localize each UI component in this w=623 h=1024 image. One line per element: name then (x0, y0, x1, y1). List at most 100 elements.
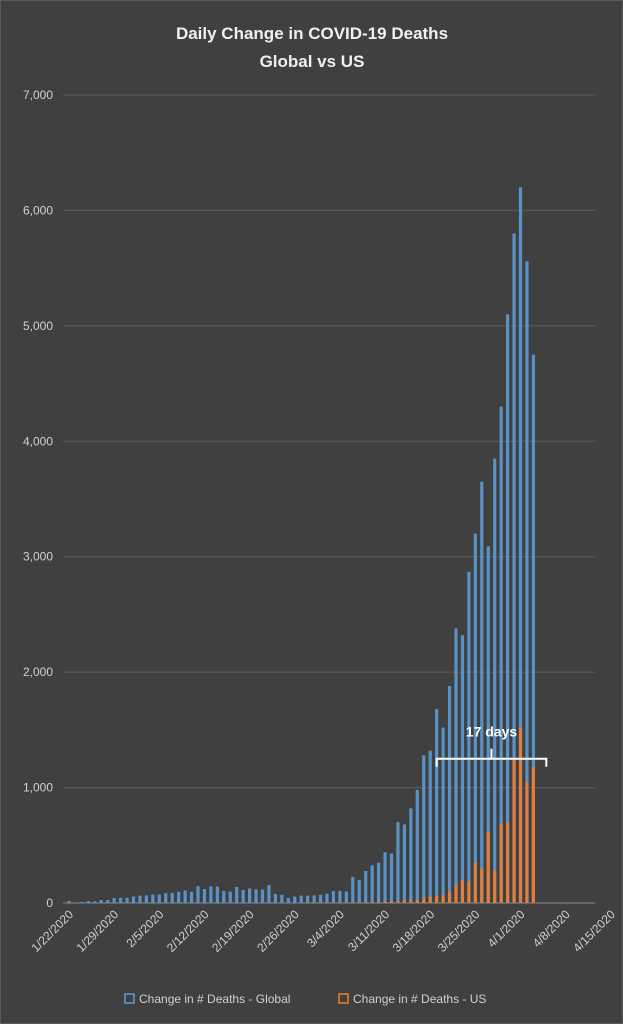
y-tick-label: 5,000 (23, 319, 53, 333)
bar (435, 709, 439, 903)
bar (222, 890, 226, 903)
bar (383, 852, 387, 903)
bar (383, 901, 387, 903)
y-axis: 0 1,000 2,000 3,000 4,000 5,000 6,000 7,000 (23, 88, 53, 910)
bar (473, 533, 477, 903)
bar (67, 901, 71, 903)
bar (402, 824, 406, 903)
bar (293, 896, 297, 903)
bar (331, 891, 336, 903)
y-tick-label: 6,000 (23, 203, 53, 217)
bar (273, 893, 277, 903)
legend-label-global: Change in # Deaths - Global (139, 992, 290, 1006)
bar (506, 314, 510, 903)
bar (486, 831, 490, 903)
bar (518, 727, 523, 903)
bar (144, 895, 148, 903)
bar (177, 891, 181, 903)
legend: Change in # Deaths - Global Change in # … (124, 992, 486, 1006)
bar (254, 889, 258, 903)
bar (157, 894, 161, 903)
bar (164, 893, 168, 903)
bar (370, 902, 374, 903)
bar (447, 891, 452, 903)
bar (106, 899, 110, 903)
bar (396, 822, 400, 903)
bar (151, 894, 155, 903)
bar (344, 891, 348, 903)
bar (415, 789, 419, 903)
x-tick-label: 2/19/2020 (209, 907, 257, 955)
annotation: 17 days (435, 724, 548, 767)
x-tick-label: 2/5/2020 (123, 907, 166, 950)
bar (428, 896, 432, 903)
x-tick-label: 2/12/2020 (164, 907, 212, 955)
bar (460, 879, 465, 903)
bar (454, 884, 458, 903)
bar (435, 896, 439, 903)
bar (499, 823, 503, 903)
y-tick-label: 1,000 (23, 781, 53, 795)
x-tick-label: 1/22/2020 (28, 907, 76, 955)
bar (518, 187, 523, 904)
y-tick-label: 4,000 (23, 434, 53, 448)
bar (215, 886, 219, 903)
bar (480, 481, 484, 903)
gridlines (63, 94, 595, 904)
chart-title: Daily Change in COVID-19 Deaths (176, 24, 448, 43)
y-tick-label: 0 (46, 896, 53, 910)
bar (248, 888, 252, 903)
bar (422, 755, 426, 903)
bar (196, 886, 200, 903)
x-tick-label: 2/26/2020 (254, 907, 302, 955)
x-tick-label: 3/4/2020 (304, 907, 347, 950)
bar (480, 868, 484, 903)
bar (409, 900, 413, 903)
bar (447, 685, 452, 903)
bar (370, 865, 374, 903)
bar (241, 890, 245, 903)
bar (125, 897, 129, 903)
y-tick-label: 7,000 (23, 88, 53, 102)
x-tick-label: 4/1/2020 (485, 907, 528, 950)
y-tick-label: 3,000 (23, 550, 53, 564)
bar (499, 406, 503, 903)
bar (473, 862, 477, 903)
bar (364, 902, 368, 903)
bar (183, 890, 187, 903)
bar (280, 894, 284, 903)
x-tick-label: 3/11/2020 (345, 907, 392, 954)
legend-swatch-global (124, 993, 135, 1004)
bar (228, 891, 232, 903)
bar (119, 897, 123, 903)
bar (338, 890, 342, 903)
bar (441, 894, 445, 903)
bar (415, 899, 419, 903)
bar (409, 808, 413, 903)
bar (531, 354, 535, 903)
us-series (312, 727, 535, 903)
bar (267, 885, 271, 903)
bar (377, 862, 381, 903)
x-tick-label: 4/15/2020 (570, 907, 618, 955)
bar (512, 758, 516, 903)
bar (260, 889, 265, 903)
bar (467, 571, 471, 903)
bar (364, 871, 368, 903)
bar (99, 899, 103, 903)
global-series (67, 187, 535, 904)
bar (351, 877, 355, 903)
bar (351, 902, 355, 903)
bar (506, 822, 510, 903)
bar (131, 896, 136, 903)
bar (306, 895, 310, 903)
bar (454, 628, 458, 903)
bar (80, 902, 84, 903)
bar (112, 898, 116, 903)
legend-swatch-us (338, 993, 349, 1004)
bar (402, 900, 406, 903)
bar (493, 870, 497, 903)
bar (312, 895, 316, 903)
bar (357, 879, 361, 903)
